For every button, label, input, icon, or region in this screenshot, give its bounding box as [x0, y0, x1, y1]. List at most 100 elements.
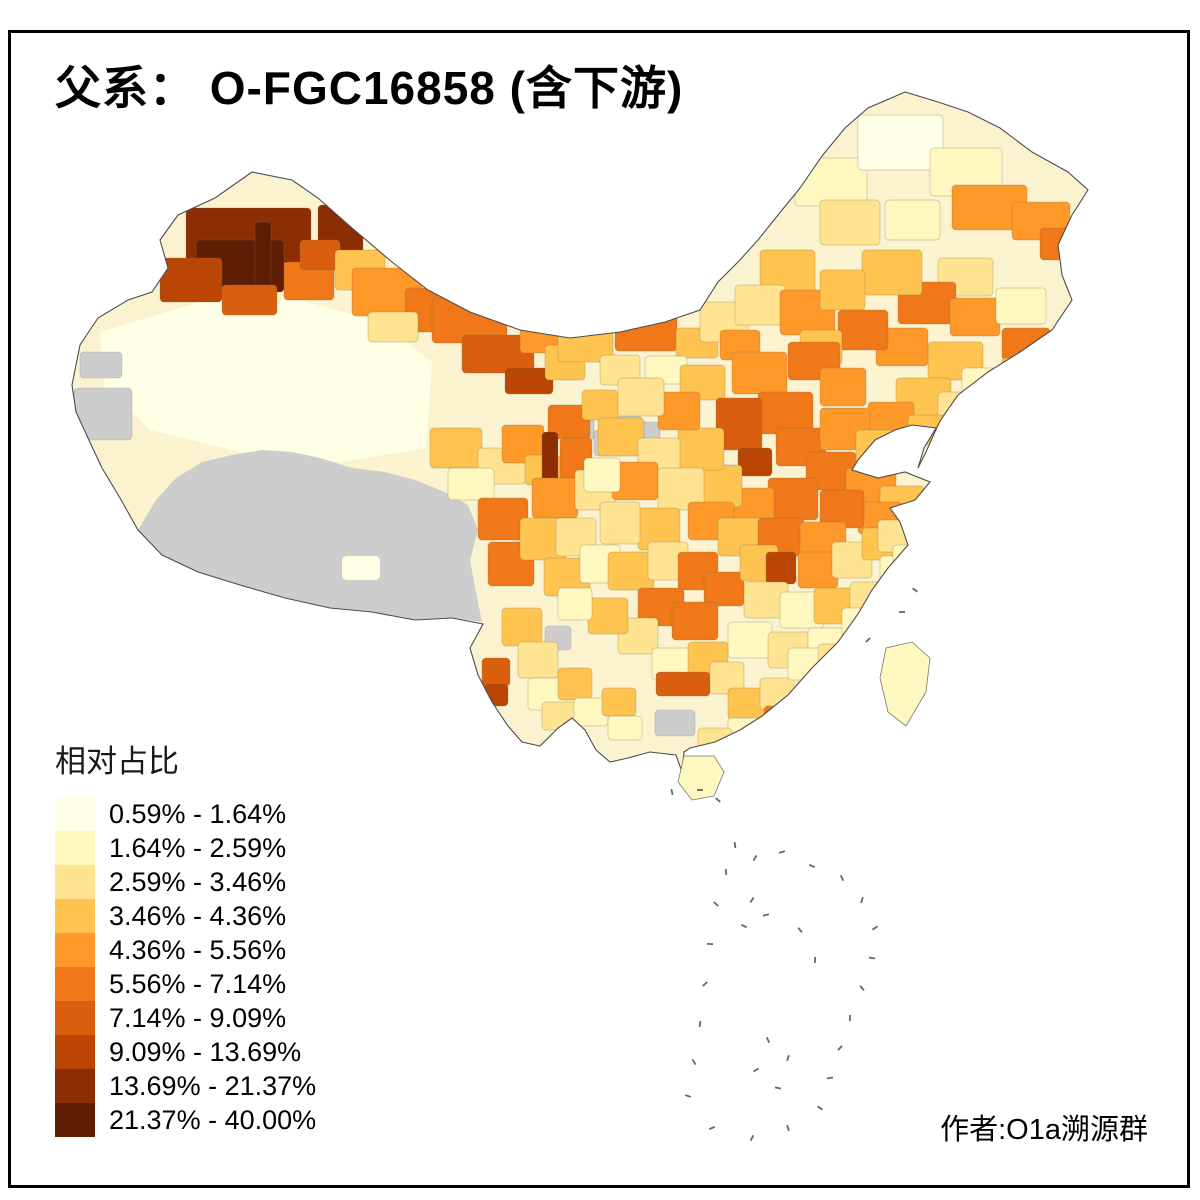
prefecture-region — [679, 364, 726, 401]
sea-island-mark — [752, 854, 758, 862]
legend-swatch — [55, 1001, 95, 1035]
prefecture-region — [1039, 227, 1083, 261]
sea-island-mark — [702, 981, 708, 987]
legend-item: 3.46% - 4.36% — [55, 899, 316, 933]
no-data-region-tibet — [138, 450, 482, 622]
prefecture-region — [737, 447, 773, 477]
sea-island-mark — [724, 868, 728, 876]
prefecture-region — [819, 199, 881, 246]
prefecture-region — [447, 467, 495, 501]
prefecture-region — [367, 311, 419, 343]
prefecture-region — [655, 671, 711, 697]
prefecture-region — [299, 239, 341, 271]
national-boundary — [71, 91, 1089, 773]
legend-label: 5.56% - 7.14% — [109, 968, 287, 999]
sea-island-mark — [713, 901, 719, 907]
legend-title: 相对占比 — [55, 744, 179, 779]
prefecture-region — [607, 551, 655, 591]
prefecture-region — [884, 199, 941, 241]
legend-label: 0.59% - 1.64% — [109, 798, 287, 829]
prefecture-region — [767, 477, 819, 521]
hainan-island — [677, 755, 725, 801]
tarim-basin-region — [100, 300, 432, 462]
legend-swatch — [55, 865, 95, 899]
prefecture-region — [879, 555, 911, 593]
legend-swatch — [55, 1069, 95, 1103]
prefecture-region — [937, 391, 984, 425]
sea-island-mark — [670, 788, 674, 796]
sea-island-mark — [868, 956, 876, 960]
sea-island-mark — [778, 850, 786, 854]
legend-swatch — [55, 1103, 95, 1137]
legend-swatch — [55, 967, 95, 1001]
prefecture-region — [1001, 357, 1043, 387]
prefecture-region — [865, 597, 897, 629]
sea-island-mark — [749, 1134, 755, 1142]
prefecture-region — [765, 551, 797, 585]
legend-label: 4.36% - 5.56% — [109, 934, 287, 965]
no-data-region — [654, 709, 696, 737]
legend-label: 3.46% - 4.36% — [109, 900, 287, 931]
prefecture-region — [159, 257, 223, 303]
legend-item: 13.69% - 21.37% — [55, 1069, 316, 1103]
sea-island-mark — [733, 841, 737, 849]
prefecture-region — [461, 334, 535, 374]
no-data-region — [79, 351, 123, 379]
prefecture-region — [342, 556, 380, 580]
prefecture-region — [831, 661, 867, 695]
sea-island-mark — [786, 1124, 790, 1132]
prefecture-region — [861, 249, 923, 296]
prefecture-region — [703, 571, 745, 607]
map-title: 父系： O-FGC16858 (含下游) — [55, 62, 684, 114]
sea-island-mark — [684, 1094, 692, 1098]
prefecture-region — [819, 367, 867, 407]
prefecture-region — [845, 619, 885, 655]
prefecture-region — [557, 667, 593, 701]
prefecture-region — [517, 641, 559, 679]
prefecture-region — [671, 601, 719, 641]
prefecture-region — [583, 457, 621, 493]
sea-island-mark — [762, 913, 770, 917]
sea-island-mark — [837, 1045, 843, 1051]
prefecture-region — [709, 661, 745, 695]
legend-item: 1.64% - 2.59% — [55, 831, 316, 865]
prefecture-region — [819, 269, 866, 311]
prefecture-region — [221, 284, 278, 316]
prefecture-region — [794, 157, 868, 207]
sea-island-mark — [697, 789, 703, 791]
prefecture-region — [1001, 327, 1051, 361]
prefecture-region — [961, 367, 1011, 401]
prefecture-region — [504, 367, 554, 395]
sea-island-mark — [740, 923, 748, 929]
legend-label: 2.59% - 3.46% — [109, 866, 287, 897]
sea-island-mark — [706, 942, 714, 946]
attribution: 作者:O1a溯源群 — [940, 1114, 1148, 1146]
prefecture-region — [717, 743, 747, 761]
legend-label: 9.09% - 13.69% — [109, 1036, 302, 1067]
prefecture-region — [581, 389, 619, 421]
prefecture-region — [483, 683, 509, 707]
prefecture-region — [557, 587, 593, 621]
sea-island-mark — [813, 956, 817, 964]
sea-island-mark — [786, 1054, 790, 1062]
sea-island-mark — [752, 1067, 760, 1073]
sea-island-mark — [871, 925, 879, 931]
legend-item: 0.59% - 1.64% — [55, 797, 316, 831]
prefecture-region — [731, 351, 788, 395]
prefecture-region — [727, 717, 767, 743]
prefecture-region — [617, 377, 665, 417]
sea-island-mark — [826, 1076, 834, 1080]
prefecture-region — [857, 114, 944, 171]
legend-swatch — [55, 899, 95, 933]
no-data-region — [73, 387, 133, 441]
legend-items: 0.59% - 1.64% 1.64% - 2.59% 2.59% - 3.46% 3… — [55, 797, 316, 1137]
legend-swatch — [55, 831, 95, 865]
prefecture-region — [995, 287, 1047, 325]
sea-island-mark — [808, 863, 816, 869]
prefecture-region — [429, 427, 483, 469]
prefecture-region — [734, 284, 786, 326]
prefecture-region — [797, 675, 839, 709]
sea-island-mark — [766, 1036, 770, 1044]
legend-item: 9.09% - 13.69% — [55, 1035, 316, 1069]
